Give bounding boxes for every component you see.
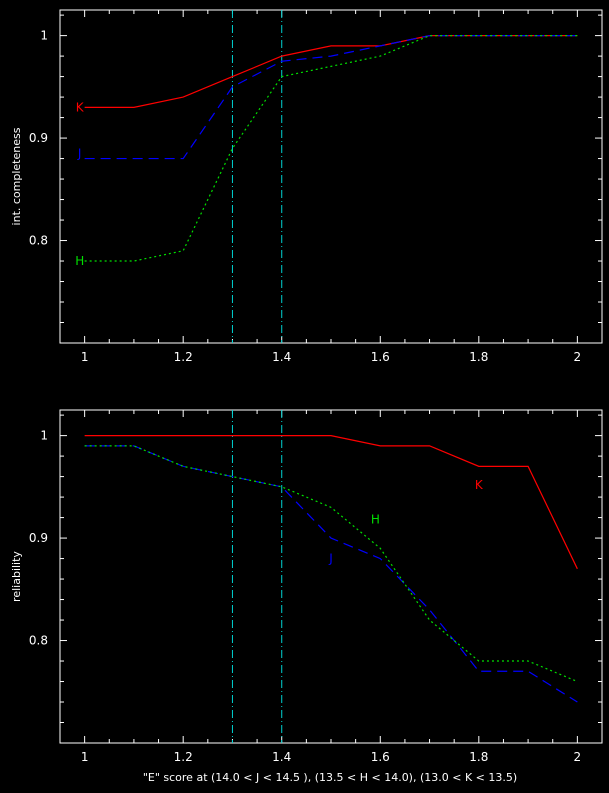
x-tick-label: 2 bbox=[574, 750, 582, 764]
series-label-k: K bbox=[76, 100, 85, 114]
series-line-j bbox=[84, 445, 578, 703]
x-tick-label: 1.8 bbox=[469, 350, 488, 364]
y-tick-label: 0.9 bbox=[29, 131, 48, 145]
x-tick-label: 1.6 bbox=[371, 750, 390, 764]
x-tick-label: 1.2 bbox=[174, 750, 193, 764]
series-label-h: H bbox=[371, 513, 380, 527]
series-line-h bbox=[84, 445, 578, 683]
x-tick-label: 1 bbox=[81, 350, 89, 364]
y-tick-label: 1 bbox=[40, 29, 48, 43]
series-line-k bbox=[84, 435, 578, 570]
y-tick-label: 0.8 bbox=[29, 234, 48, 248]
x-tick-label: 1.4 bbox=[272, 750, 291, 764]
plot-frame bbox=[59, 9, 603, 344]
series-label-j: J bbox=[77, 146, 82, 160]
x-tick-label: 1.4 bbox=[272, 350, 291, 364]
completeness-panel: 1 1.2 1.4 1.6 1.8 2 0.8 0.9 1 int. completeness K J… bbox=[10, 9, 603, 364]
y-tick-label: 0.9 bbox=[29, 531, 48, 545]
series-label-k: K bbox=[475, 478, 484, 492]
series-line-k bbox=[84, 35, 578, 108]
x-tick-label: 1.8 bbox=[469, 750, 488, 764]
series-line-h bbox=[84, 35, 578, 262]
series-line-j bbox=[84, 35, 578, 160]
y-tick-label: 0.8 bbox=[29, 634, 48, 648]
plot-frame bbox=[59, 409, 603, 744]
y-axis-label: reliability bbox=[10, 551, 23, 602]
x-tick-label: 2 bbox=[574, 350, 582, 364]
x-axis-label: "E" score at (14.0 < J < 14.5 ), (13.5 <… bbox=[143, 771, 517, 784]
x-tick-label: 1.6 bbox=[371, 350, 390, 364]
reliability-panel: 1 1.2 1.4 1.6 1.8 2 0.8 0.9 1 reliability K J H bbox=[10, 409, 603, 764]
series-label-j: J bbox=[328, 552, 333, 566]
y-tick-label: 1 bbox=[40, 429, 48, 443]
x-tick-label: 1 bbox=[81, 750, 89, 764]
y-axis-label: int. completeness bbox=[10, 127, 23, 225]
series-label-h: H bbox=[75, 254, 84, 268]
x-tick-label: 1.2 bbox=[174, 350, 193, 364]
